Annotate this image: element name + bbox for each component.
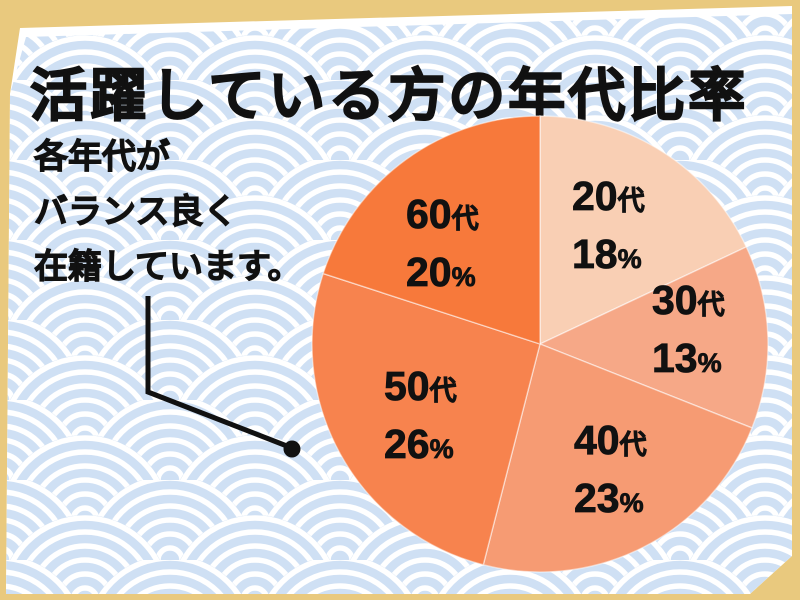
label-unit: 代 — [429, 376, 457, 407]
label-percent-sign: % — [619, 488, 644, 519]
pie-label-30s: 30代 13% — [652, 276, 725, 392]
note-line: 在籍しています。 — [34, 248, 303, 287]
label-decade: 20 — [572, 173, 618, 220]
label-unit: 代 — [617, 186, 645, 217]
label-percent: 26 — [384, 421, 430, 468]
label-percent: 13 — [652, 335, 698, 382]
note-line: 各年代が — [34, 138, 171, 177]
label-percent-sign: % — [697, 348, 722, 379]
label-percent: 20 — [406, 249, 452, 296]
note-text: 各年代が バランス良く 在籍しています。 — [34, 130, 303, 295]
note-line: バランス良く — [34, 193, 238, 232]
pie-label-50s: 50代 26% — [384, 362, 457, 478]
label-percent: 23 — [574, 475, 620, 522]
label-decade: 50 — [384, 363, 430, 410]
label-percent-sign: % — [451, 262, 476, 293]
pie-label-40s: 40代 23% — [574, 416, 647, 532]
label-decade: 40 — [574, 417, 620, 464]
pie-label-60s: 60代 20% — [406, 190, 479, 306]
label-percent: 18 — [572, 231, 618, 278]
label-decade: 60 — [406, 191, 452, 238]
label-unit: 代 — [451, 204, 479, 235]
pie-label-20s: 20代 18% — [572, 172, 645, 288]
label-decade: 30 — [652, 277, 698, 324]
label-unit: 代 — [619, 430, 647, 461]
label-percent-sign: % — [429, 434, 454, 465]
label-percent-sign: % — [617, 244, 642, 275]
page-title: 活躍している方の年代比率 — [29, 63, 749, 129]
label-unit: 代 — [697, 290, 725, 321]
